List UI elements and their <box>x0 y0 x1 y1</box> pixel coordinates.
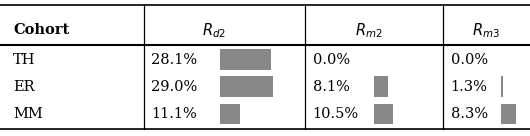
Bar <box>374 76 388 97</box>
Text: 8.3%: 8.3% <box>450 107 488 121</box>
Bar <box>374 104 393 124</box>
Text: 29.0%: 29.0% <box>151 80 197 94</box>
Bar <box>220 104 240 124</box>
Text: $R_{m2}$: $R_{m2}$ <box>355 21 382 40</box>
Text: MM: MM <box>13 107 43 121</box>
Bar <box>501 76 503 97</box>
Text: ER: ER <box>13 80 35 94</box>
Text: $R_{d2}$: $R_{d2}$ <box>202 21 226 40</box>
Text: 10.5%: 10.5% <box>313 107 359 121</box>
Bar <box>220 49 271 70</box>
Bar <box>501 104 516 124</box>
Text: 8.1%: 8.1% <box>313 80 350 94</box>
Text: 0.0%: 0.0% <box>450 53 488 67</box>
Text: 1.3%: 1.3% <box>450 80 488 94</box>
Text: 28.1%: 28.1% <box>151 53 197 67</box>
Text: $R_{m3}$: $R_{m3}$ <box>472 21 500 40</box>
Text: 0.0%: 0.0% <box>313 53 350 67</box>
Bar <box>220 76 273 97</box>
Text: 11.1%: 11.1% <box>151 107 197 121</box>
Text: TH: TH <box>13 53 36 67</box>
Text: Cohort: Cohort <box>13 23 69 37</box>
